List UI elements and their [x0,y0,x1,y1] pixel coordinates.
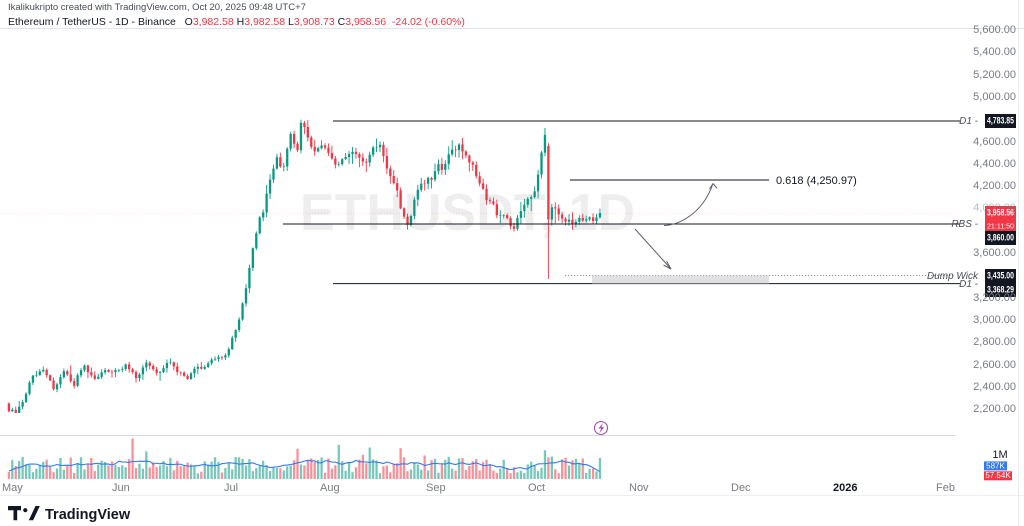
svg-text:57.54K: 57.54K [985,471,1011,480]
svg-text:587K: 587K [986,461,1005,470]
svg-text:1M: 1M [992,449,1007,461]
svg-text:TradingView: TradingView [45,507,131,522]
